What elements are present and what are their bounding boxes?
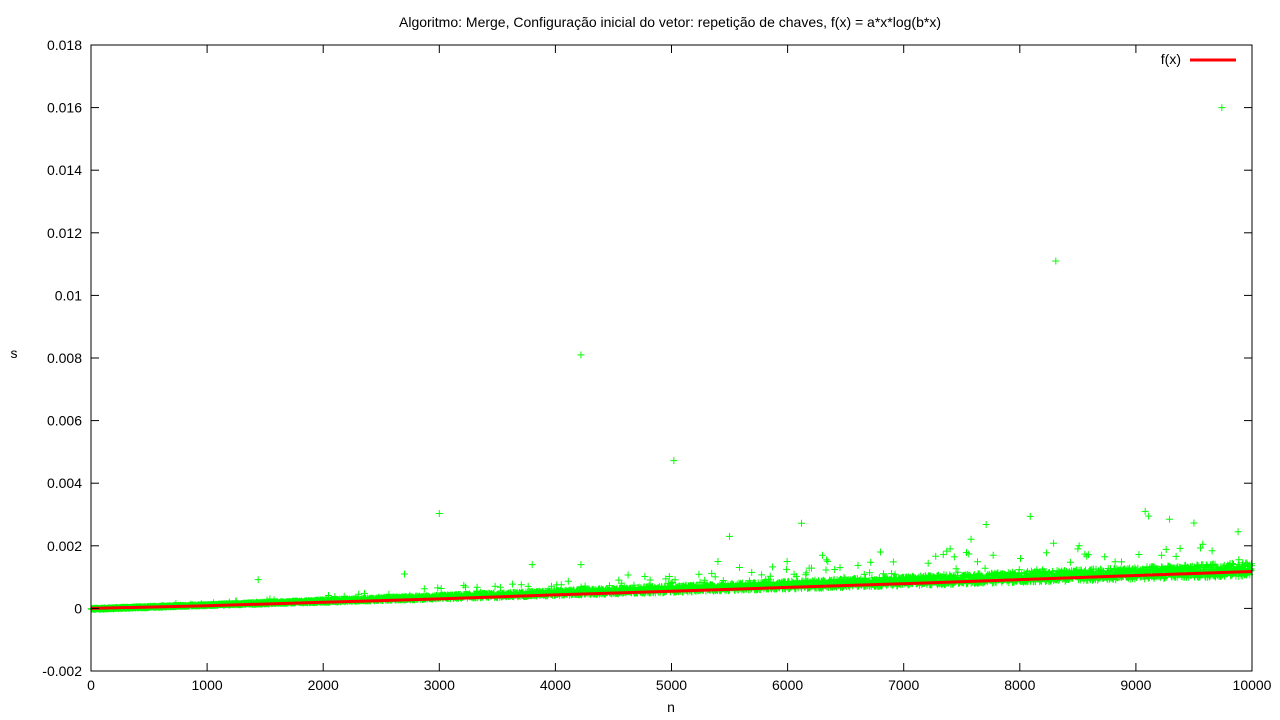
outlier-point xyxy=(528,561,536,569)
outlier-point xyxy=(714,557,722,565)
outlier-point xyxy=(1145,512,1153,520)
y-tick-label: 0.004 xyxy=(47,475,82,491)
outlier-point xyxy=(982,521,990,529)
outlier-point xyxy=(670,457,678,465)
y-axis-label: s xyxy=(11,345,18,361)
y-tick-label: 0.006 xyxy=(47,413,82,429)
x-tick-label: 8000 xyxy=(1004,677,1035,693)
x-tick-label: 7000 xyxy=(888,677,919,693)
x-tick-label: 0 xyxy=(87,677,95,693)
outlier-point xyxy=(1234,528,1242,536)
legend: f(x) xyxy=(1161,51,1236,67)
outlier-point xyxy=(1052,257,1060,265)
outlier-point xyxy=(1190,519,1198,527)
y-tick-label: 0.002 xyxy=(47,538,82,554)
y-tick-label: -0.002 xyxy=(42,663,82,679)
outlier-point xyxy=(1026,512,1034,520)
outlier-point xyxy=(577,351,585,359)
x-tick-label: 5000 xyxy=(656,677,687,693)
outlier-point xyxy=(577,561,585,569)
outlier-point xyxy=(1166,515,1174,523)
y-tick-label: 0.008 xyxy=(47,350,82,366)
outlier-point xyxy=(1141,507,1149,515)
y-axis: -0.002 0 0.002 0.004 0.006 0.008 0.01 0.012 0.01… xyxy=(42,37,1252,679)
outlier-point xyxy=(726,532,734,540)
x-axis-label: n xyxy=(667,699,675,715)
x-tick-label: 3000 xyxy=(424,677,455,693)
x-axis: 0 1000 2000 3000 4000 5000 6000 7000 8000 9000 100… xyxy=(87,45,1272,693)
outlier-point xyxy=(818,551,826,559)
curve-layer xyxy=(91,570,1253,610)
x-tick-label: 10000 xyxy=(1233,677,1272,693)
chart-title: Algoritmo: Merge, Configuração inicial d… xyxy=(399,14,941,30)
outlier-point xyxy=(400,570,408,578)
y-tick-label: 0.014 xyxy=(47,162,82,178)
outlier-point xyxy=(946,545,954,553)
outlier-point xyxy=(967,535,975,543)
x-tick-label: 1000 xyxy=(192,677,223,693)
outlier-point xyxy=(435,510,443,518)
scatter-layer xyxy=(87,104,1255,613)
outlier-point xyxy=(798,519,806,527)
y-tick-label: 0.018 xyxy=(47,37,82,53)
x-tick-label: 4000 xyxy=(540,677,571,693)
outlier-point xyxy=(254,576,262,584)
x-tick-label: 6000 xyxy=(772,677,803,693)
legend-label: f(x) xyxy=(1161,51,1181,67)
fit-curve xyxy=(91,570,1253,610)
outlier-point xyxy=(1218,104,1226,112)
x-tick-label: 9000 xyxy=(1120,677,1151,693)
y-tick-label: 0 xyxy=(74,600,82,616)
y-tick-label: 0.016 xyxy=(47,100,82,116)
outlier-point xyxy=(876,548,884,556)
x-tick-label: 2000 xyxy=(308,677,339,693)
y-tick-label: 0.012 xyxy=(47,225,82,241)
outlier-point xyxy=(1074,545,1082,553)
y-tick-label: 0.01 xyxy=(55,287,82,303)
